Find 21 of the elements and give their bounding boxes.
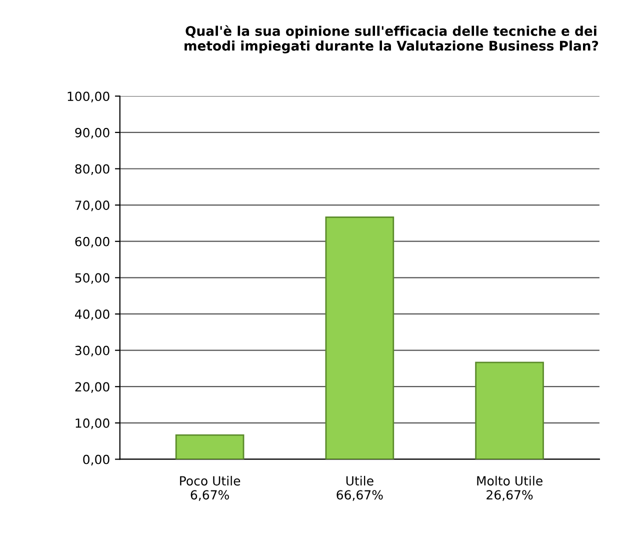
data-label: 66,67% xyxy=(336,490,383,501)
data-label: 6,67% xyxy=(190,490,229,501)
chart-title: Qual'è la sua opinione sull'efficacia delle tecniche e dei metodi impiegati durante la Valutazione Business Plan? xyxy=(184,25,598,54)
y-tick-label: 60,00 xyxy=(75,236,110,248)
data-label: 26,67% xyxy=(486,490,533,501)
y-tick-label: 20,00 xyxy=(75,382,110,393)
y-tick-label: 30,00 xyxy=(75,346,110,357)
y-tick-label: 0,00 xyxy=(83,454,110,466)
bar xyxy=(325,216,394,460)
y-tick-label: 40,00 xyxy=(74,309,110,320)
y-tick-label: 10,00 xyxy=(76,418,110,430)
x-tick-label: Poco Utile xyxy=(180,476,240,486)
y-tick-label: 80,00 xyxy=(75,164,110,175)
y-tick-label: 100,00 xyxy=(68,92,110,102)
y-tick-label: 90,00 xyxy=(75,128,110,139)
y-tick-label: 70,00 xyxy=(75,200,110,212)
x-tick-label: Utile xyxy=(346,476,374,486)
bar xyxy=(175,434,244,460)
y-tick-label: 50,00 xyxy=(75,273,110,284)
bar xyxy=(475,362,544,460)
x-tick-label: Molto Utile xyxy=(477,476,542,486)
